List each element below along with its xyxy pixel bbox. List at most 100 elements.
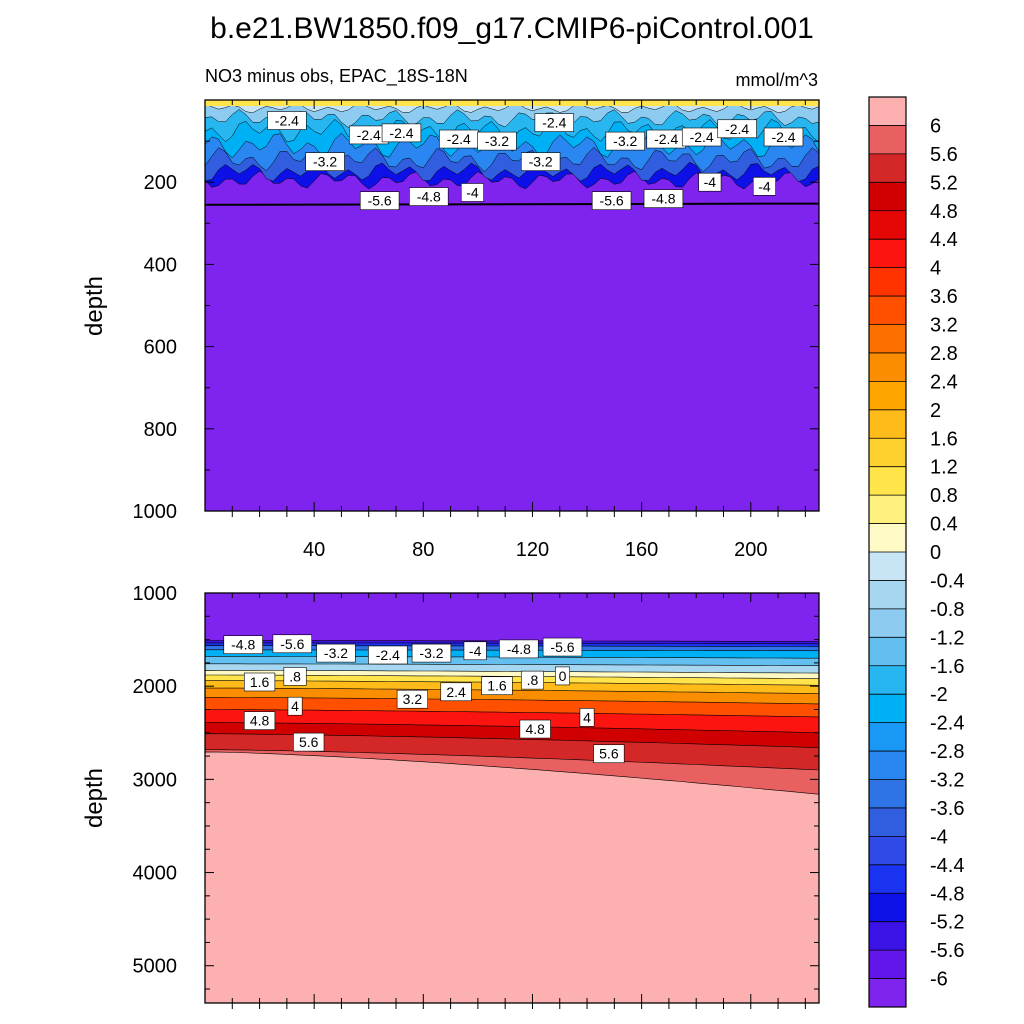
contour-label: -4 [752, 177, 776, 196]
contour-label-text: 4 [291, 698, 299, 714]
contour-label: .8 [520, 670, 544, 690]
colorbar-label: -1.6 [930, 656, 964, 678]
contour-label-text: -2.4 [771, 129, 795, 145]
lower-contour-labels: -4.8 -5.6 -3.2 -2.4 -3.2 -4 -4.8 -5.6 1.6 .8 3.2 2.… [223, 634, 625, 764]
colorbar-label: -2.4 [930, 713, 964, 735]
contour-label: 5.6 [593, 744, 625, 764]
contour-label-text: 3.2 [403, 691, 423, 707]
contour-label-text: 0 [559, 668, 567, 684]
contour-label: 2.4 [440, 682, 472, 702]
colorbar-label: 0 [930, 542, 941, 564]
lower-y-axis-label: depth [81, 768, 108, 828]
colorbar-swatch [869, 893, 906, 923]
colorbar-label: -3.6 [930, 798, 964, 820]
contour-label-text: -2.4 [690, 129, 714, 145]
lower-x-axis [231, 593, 806, 1009]
colorbar-swatch [869, 694, 906, 724]
colorbar-swatch [869, 665, 906, 695]
contour-label-text: -5.6 [550, 639, 574, 655]
upper-y-axis-label: depth [81, 276, 108, 336]
contour-label-text: -4 [704, 174, 717, 190]
colorbar-swatch [869, 182, 906, 212]
upper-panel-units: mmol/m^3 [736, 70, 818, 90]
contour-label-text: -2.4 [275, 113, 299, 129]
colorbar-swatch [869, 552, 906, 581]
contour-label-text: -2.4 [725, 121, 749, 137]
contour-label: -3.2 [316, 643, 356, 663]
contour-label: .8 [283, 667, 307, 686]
contour-label: 5.6 [293, 732, 325, 752]
colorbar-swatch [869, 466, 906, 496]
contour-label-text: 4 [583, 709, 591, 725]
contour-label-text: .8 [289, 668, 301, 684]
colorbar-swatch [869, 751, 906, 780]
colorbar-label: -0.8 [930, 599, 964, 621]
x-tick-label: 120 [516, 539, 549, 561]
colorbar-swatch [869, 495, 906, 524]
contour-label: -4.8 [223, 635, 263, 655]
upper-field [205, 100, 819, 511]
contour-label: 3.2 [396, 689, 428, 709]
upper-x-axis: 40 80 120 160 200 [231, 100, 806, 561]
colorbar-swatch [869, 267, 906, 297]
colorbar-label: -1.2 [930, 627, 964, 649]
colorbar-swatch [869, 210, 906, 240]
contour-label: -4 [463, 641, 487, 661]
colorbar-label: 2.4 [930, 371, 958, 393]
contour-label: 4 [579, 708, 595, 727]
contour-label: -2.4 [381, 123, 422, 143]
contour-label-text: -4 [758, 178, 771, 194]
colorbar-swatch [869, 296, 906, 325]
contour-label: -4.8 [409, 187, 449, 206]
contour-label: -5.6 [359, 191, 400, 210]
contour-label: -5.6 [272, 634, 313, 654]
contour-label-text: -4.8 [507, 641, 531, 657]
colorbar-swatch [869, 324, 906, 354]
colorbar-label: -5.2 [930, 912, 964, 934]
colorbar-label: -5.6 [930, 940, 964, 962]
colorbar-label: -0.4 [930, 570, 964, 592]
colorbar-label: 4.8 [930, 201, 958, 223]
contour-label-text: 4.8 [250, 713, 270, 729]
y-tick-label: 4000 [133, 863, 178, 885]
contour-label: -4.8 [643, 189, 684, 208]
y-tick-label: 200 [144, 172, 177, 194]
contour-label-text: -2.4 [447, 131, 471, 147]
upper-contour-labels: -2.4 -2.4 -2.4 -2.4 -3.2 -2.4 -3.2 -3.2 -2.4 -2.4… [267, 111, 804, 210]
contour-label-text: -4 [469, 643, 482, 659]
contour-label-text: -4.8 [651, 191, 675, 207]
colorbar-swatch [869, 807, 906, 837]
contour-label: -3.2 [411, 643, 452, 663]
colorbar-label: 1.2 [930, 457, 958, 479]
contour-label: -4.8 [499, 639, 539, 659]
colorbar-label: -3.2 [930, 770, 964, 792]
contour-label-text: 5.6 [599, 746, 619, 762]
colorbar-label: 3.6 [930, 286, 958, 308]
contour-label-text: -5.6 [600, 193, 624, 209]
colorbar-swatch [869, 153, 906, 183]
contour-label: -3.2 [520, 152, 561, 171]
contour-label-text: -3.2 [324, 645, 348, 661]
colorbar-swatch [869, 352, 906, 382]
colorbar-swatch [869, 864, 906, 894]
upper-y-axis: 200 400 600 800 1000 [133, 99, 819, 523]
colorbar-swatch [869, 950, 906, 979]
colorbar-label: 4 [930, 258, 941, 280]
contour-label: -4 [698, 172, 722, 192]
colorbar-label: 4.4 [930, 229, 958, 251]
contour-label: 4.8 [519, 719, 551, 739]
x-tick-label: 160 [625, 539, 658, 561]
y-tick-label: 2000 [133, 676, 178, 698]
contour-label: 4 [287, 696, 303, 716]
y-tick-label: 3000 [133, 769, 178, 791]
contour-label: -2.4 [681, 127, 722, 147]
colorbar-swatch [869, 523, 906, 553]
colorbar-label: 5.2 [930, 172, 958, 194]
colorbar-swatch [869, 409, 906, 439]
colorbar-label: 0.8 [930, 485, 958, 507]
colorbar-swatch [869, 580, 906, 610]
colorbar-label: -6 [930, 969, 948, 991]
y-tick-label: 400 [144, 254, 177, 276]
